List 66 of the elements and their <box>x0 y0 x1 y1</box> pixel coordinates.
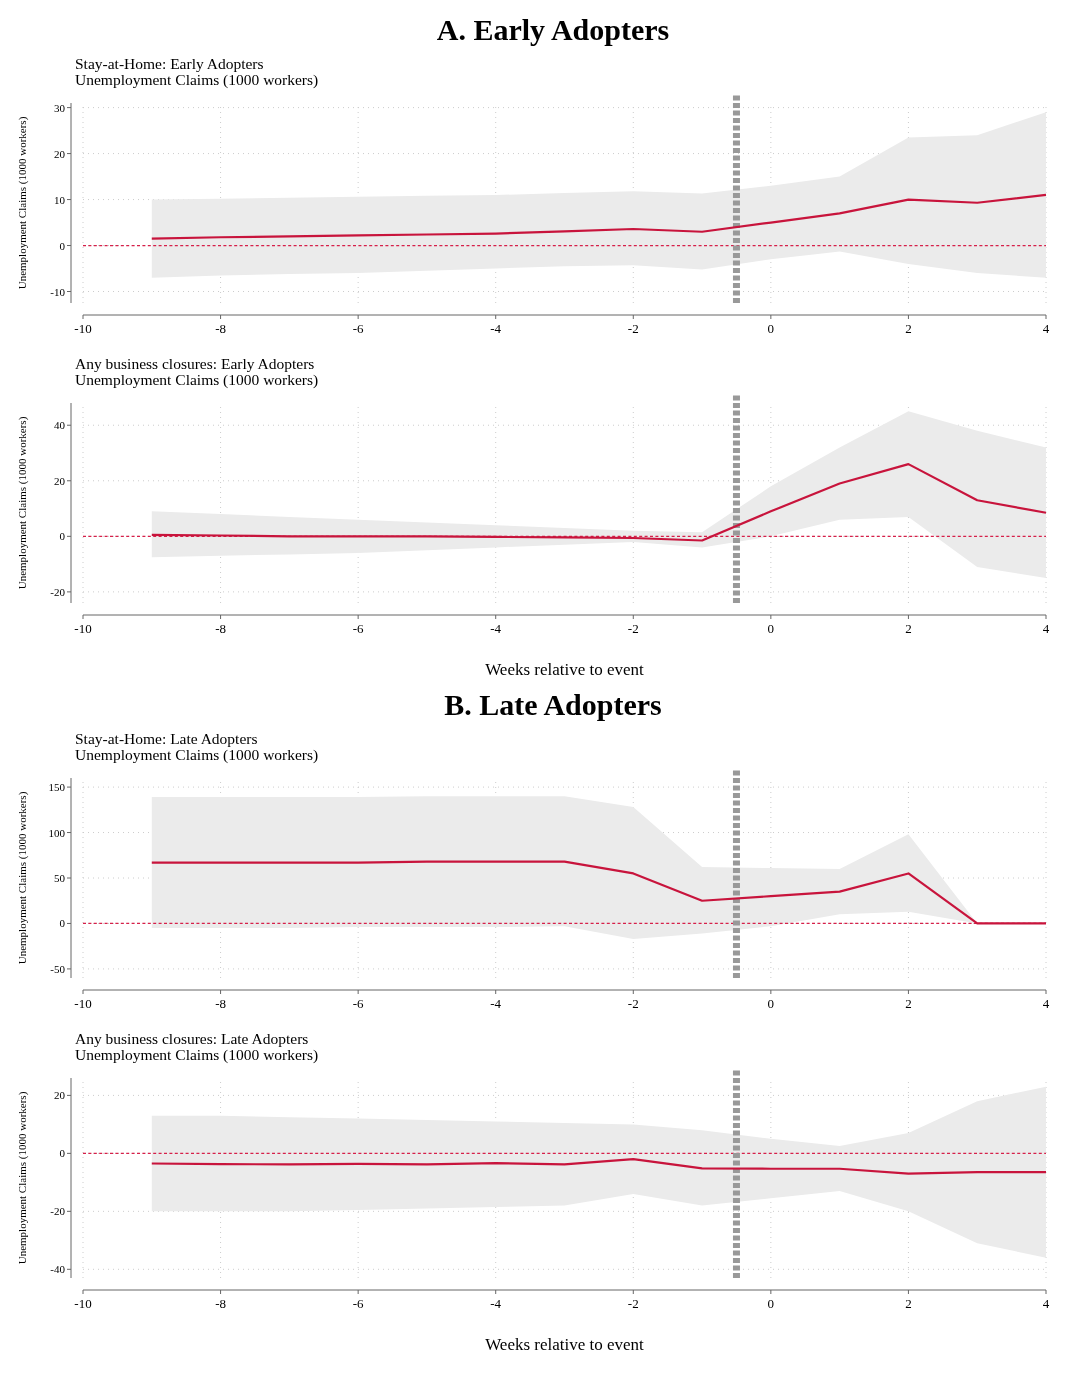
x-tick-label: 2 <box>905 1296 912 1311</box>
x-tick-label: 0 <box>767 996 775 1011</box>
y-tick-label: -40 <box>50 1263 66 1276</box>
x-tick-label: 4 <box>1042 996 1050 1011</box>
x-tick-label: -8 <box>215 1296 226 1311</box>
x-tick-label: -2 <box>627 1296 639 1311</box>
x-tick-label: 0 <box>767 321 775 336</box>
y-tick-label: 50 <box>54 872 66 884</box>
x-tick-label: -2 <box>627 996 639 1011</box>
y-axis-title: Unemployment Claims (1000 workers) <box>16 416 29 590</box>
x-tick-label: -10 <box>74 321 92 336</box>
x-tick-label: 2 <box>905 321 912 336</box>
x-tick-label: 0 <box>767 621 775 636</box>
x-tick-label: -8 <box>215 996 226 1011</box>
x-axis-title: Weeks relative to event <box>485 1335 645 1354</box>
line-series <box>150 860 1048 925</box>
x-tick-label: -4 <box>490 996 502 1011</box>
chart-title: B. Late Adopters <box>444 688 662 721</box>
line-series <box>150 463 1048 542</box>
x-tick-label: -10 <box>74 1296 92 1311</box>
x-tick-label: -10 <box>74 621 92 636</box>
x-axis-title: Weeks relative to event <box>485 660 645 679</box>
x-tick-label: 4 <box>1042 1296 1050 1311</box>
y-tick-label: -20 <box>50 585 66 598</box>
x-tick-label: -6 <box>352 1296 365 1311</box>
x-tick-label: -4 <box>490 1296 502 1311</box>
x-tick-label: -6 <box>352 621 365 636</box>
x-tick-label: -4 <box>490 621 502 636</box>
y-tick-label: 20 <box>54 147 66 160</box>
x-tick-label: 2 <box>905 621 912 636</box>
x-tick-label: -2 <box>627 621 639 636</box>
y-tick-label: -50 <box>50 962 66 975</box>
y-axis-title: Unemployment Claims (1000 workers) <box>16 116 29 290</box>
y-tick-label: -20 <box>50 1205 66 1218</box>
y-tick-label: 150 <box>48 781 66 794</box>
x-tick-label: -8 <box>215 321 226 336</box>
x-tick-label: 4 <box>1042 621 1050 636</box>
x-tick-label: 2 <box>905 996 912 1011</box>
y-tick-label: -10 <box>50 285 66 298</box>
x-tick-label: -2 <box>627 321 639 336</box>
x-tick-label: -6 <box>352 996 365 1011</box>
chart-title: A. Early Adopters <box>436 13 670 46</box>
x-tick-label: -6 <box>352 321 365 336</box>
y-tick-label: 40 <box>54 419 66 432</box>
line-series <box>150 1158 1048 1175</box>
line-series <box>150 193 1048 240</box>
y-tick-label: 0 <box>59 917 66 930</box>
x-tick-label: -10 <box>74 996 92 1011</box>
x-tick-label: -4 <box>490 321 502 336</box>
y-axis-title: Unemployment Claims (1000 workers) <box>16 1091 29 1265</box>
x-tick-label: 4 <box>1042 321 1050 336</box>
x-tick-label: 0 <box>767 1296 775 1311</box>
chart-subtitle: Stay-at-Home: Late Adopters Unemployment Claims (1000 workers) <box>75 730 319 764</box>
y-tick-label: 20 <box>54 1089 66 1102</box>
y-axis-title: Unemployment Claims (1000 workers) <box>16 791 29 965</box>
x-tick-label: -8 <box>215 621 226 636</box>
y-tick-label: 0 <box>59 239 66 252</box>
y-tick-label: 30 <box>54 101 66 114</box>
y-tick-label: 0 <box>59 530 66 543</box>
chart-subtitle: Any business closures: Early Adopters Unemployment Claims (1000 workers) <box>75 355 319 389</box>
y-tick-label: 100 <box>48 826 66 839</box>
chart-subtitle: Any business closures: Late Adopters Unemployment Claims (1000 workers) <box>75 1030 319 1064</box>
y-tick-label: 20 <box>54 474 66 487</box>
y-tick-label: 10 <box>54 193 66 206</box>
y-tick-label: 0 <box>59 1147 66 1160</box>
chart-subtitle: Stay-at-Home: Early Adopters Unemployment Claims (1000 workers) <box>75 55 319 89</box>
